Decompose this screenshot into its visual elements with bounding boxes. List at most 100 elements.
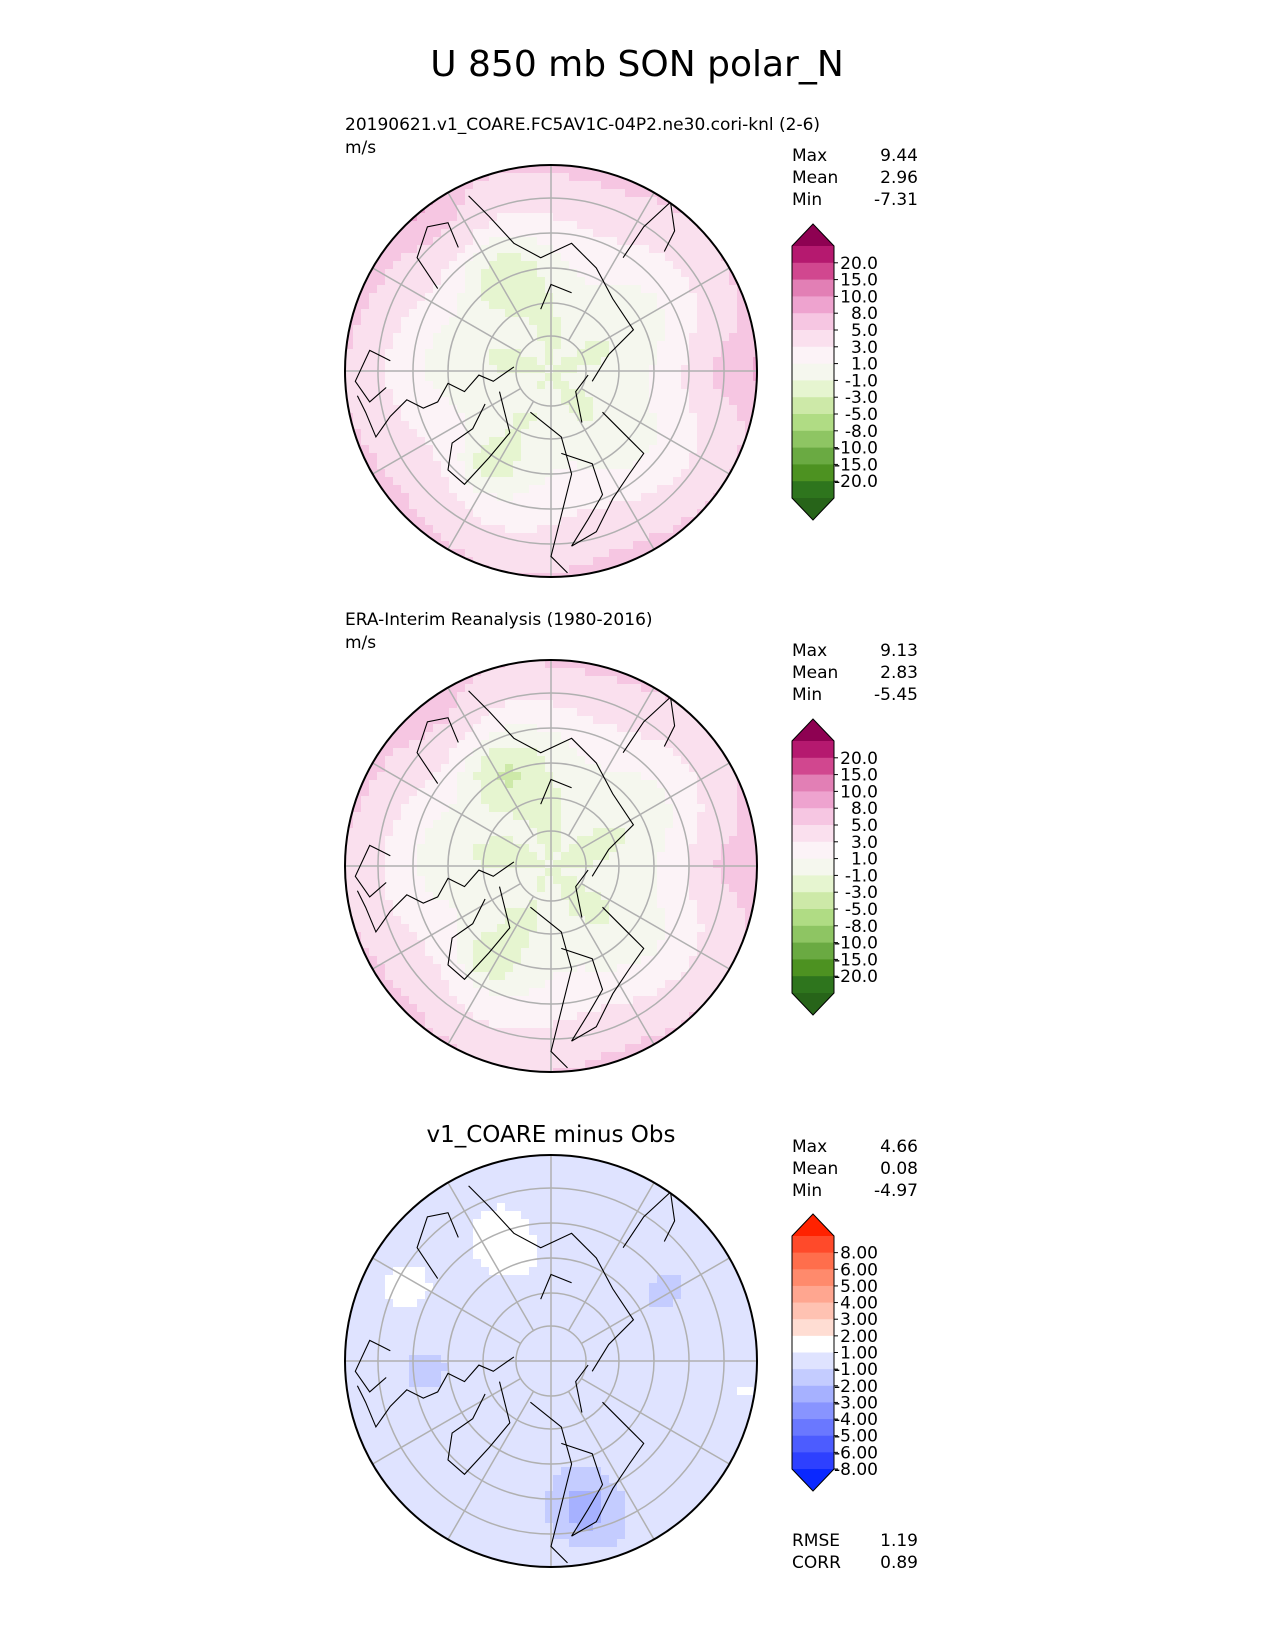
field-cell [665, 1179, 674, 1188]
field-cell [705, 868, 714, 877]
field-cell [345, 349, 354, 358]
field-cell [561, 309, 570, 318]
field-cell [585, 485, 594, 494]
field-cell [625, 756, 634, 765]
field-cell [641, 980, 650, 989]
field-cell [505, 333, 514, 342]
field-cell [649, 1028, 658, 1037]
field-cell [633, 541, 642, 550]
field-cell [505, 325, 514, 334]
field-cell [697, 445, 706, 454]
field-cell [713, 309, 722, 318]
field-cell [625, 341, 634, 350]
field-cell [449, 485, 458, 494]
field-cell [665, 924, 674, 933]
field-cell [737, 924, 746, 933]
field-cell [529, 1171, 538, 1180]
field-cell [617, 181, 626, 190]
field-cell [577, 916, 586, 925]
field-cell [433, 405, 442, 414]
field-cell [689, 812, 698, 821]
field-cell [505, 1195, 514, 1204]
field-cell [561, 1211, 570, 1220]
field-cell [737, 892, 746, 901]
field-cell [369, 397, 378, 406]
field-cell [529, 477, 538, 486]
field-cell [649, 796, 658, 805]
field-cell [401, 445, 410, 454]
field-cell [593, 1052, 602, 1061]
field-cell [625, 333, 634, 342]
field-cell [609, 684, 618, 693]
field-cell [441, 860, 450, 869]
field-cell [465, 405, 474, 414]
field-cell [697, 964, 706, 973]
field-cell [489, 317, 498, 326]
field-cell [361, 453, 370, 462]
field-cell [633, 477, 642, 486]
field-cell [537, 804, 546, 813]
field-cell [473, 429, 482, 438]
field-cell [521, 1163, 530, 1172]
field-cell [457, 421, 466, 430]
field-cell [641, 373, 650, 382]
field-cell [649, 293, 658, 302]
field-cell [713, 884, 722, 893]
field-cell [489, 772, 498, 781]
field-cell [553, 980, 562, 989]
field-cell [601, 173, 610, 182]
field-cell [465, 237, 474, 246]
field-cell [497, 748, 506, 757]
field-cell [401, 213, 410, 222]
field-cell [657, 708, 666, 717]
field-cell [481, 932, 490, 941]
coastline [561, 906, 645, 1042]
field-cell [441, 357, 450, 366]
field-cell [609, 277, 618, 286]
field-cell [633, 509, 642, 518]
field-cell [393, 485, 402, 494]
field-cell [401, 277, 410, 286]
field-cell [625, 948, 634, 957]
field-cell [361, 884, 370, 893]
field-cell [401, 285, 410, 294]
field-cell [529, 317, 538, 326]
field-cell [577, 1211, 586, 1220]
field-cell [377, 357, 386, 366]
field-cell [537, 1068, 546, 1072]
field-cell [505, 1012, 514, 1021]
colorbar-segment [792, 841, 834, 859]
field-cell [753, 804, 757, 813]
field-cell [537, 836, 546, 845]
field-cell [729, 317, 738, 326]
field-cell [513, 405, 522, 414]
field-cell [553, 1163, 562, 1172]
field-cell [569, 245, 578, 254]
field-cell [553, 700, 562, 709]
field-cell [409, 405, 418, 414]
field-cell [353, 453, 362, 462]
field-cell [689, 900, 698, 909]
field-cell [545, 373, 554, 382]
field-cell [353, 349, 362, 358]
field-cell [753, 357, 757, 366]
coastline [561, 411, 645, 547]
field-cell [673, 812, 682, 821]
field-cell [473, 461, 482, 470]
field-cell [625, 828, 634, 837]
field-cell [721, 812, 730, 821]
field-cell [625, 1171, 634, 1180]
field-cell [633, 245, 642, 254]
field-cell [505, 740, 514, 749]
field-cell [385, 445, 394, 454]
field-cell [457, 1227, 466, 1236]
stat-label-rmse: RMSE [792, 1531, 840, 1551]
field-cell [521, 405, 530, 414]
field-cell [401, 924, 410, 933]
field-cell [481, 980, 490, 989]
field-cell [561, 772, 570, 781]
field-cell [697, 317, 706, 326]
field-cell [657, 533, 666, 542]
field-cell [681, 381, 690, 390]
field-cell [369, 405, 378, 414]
